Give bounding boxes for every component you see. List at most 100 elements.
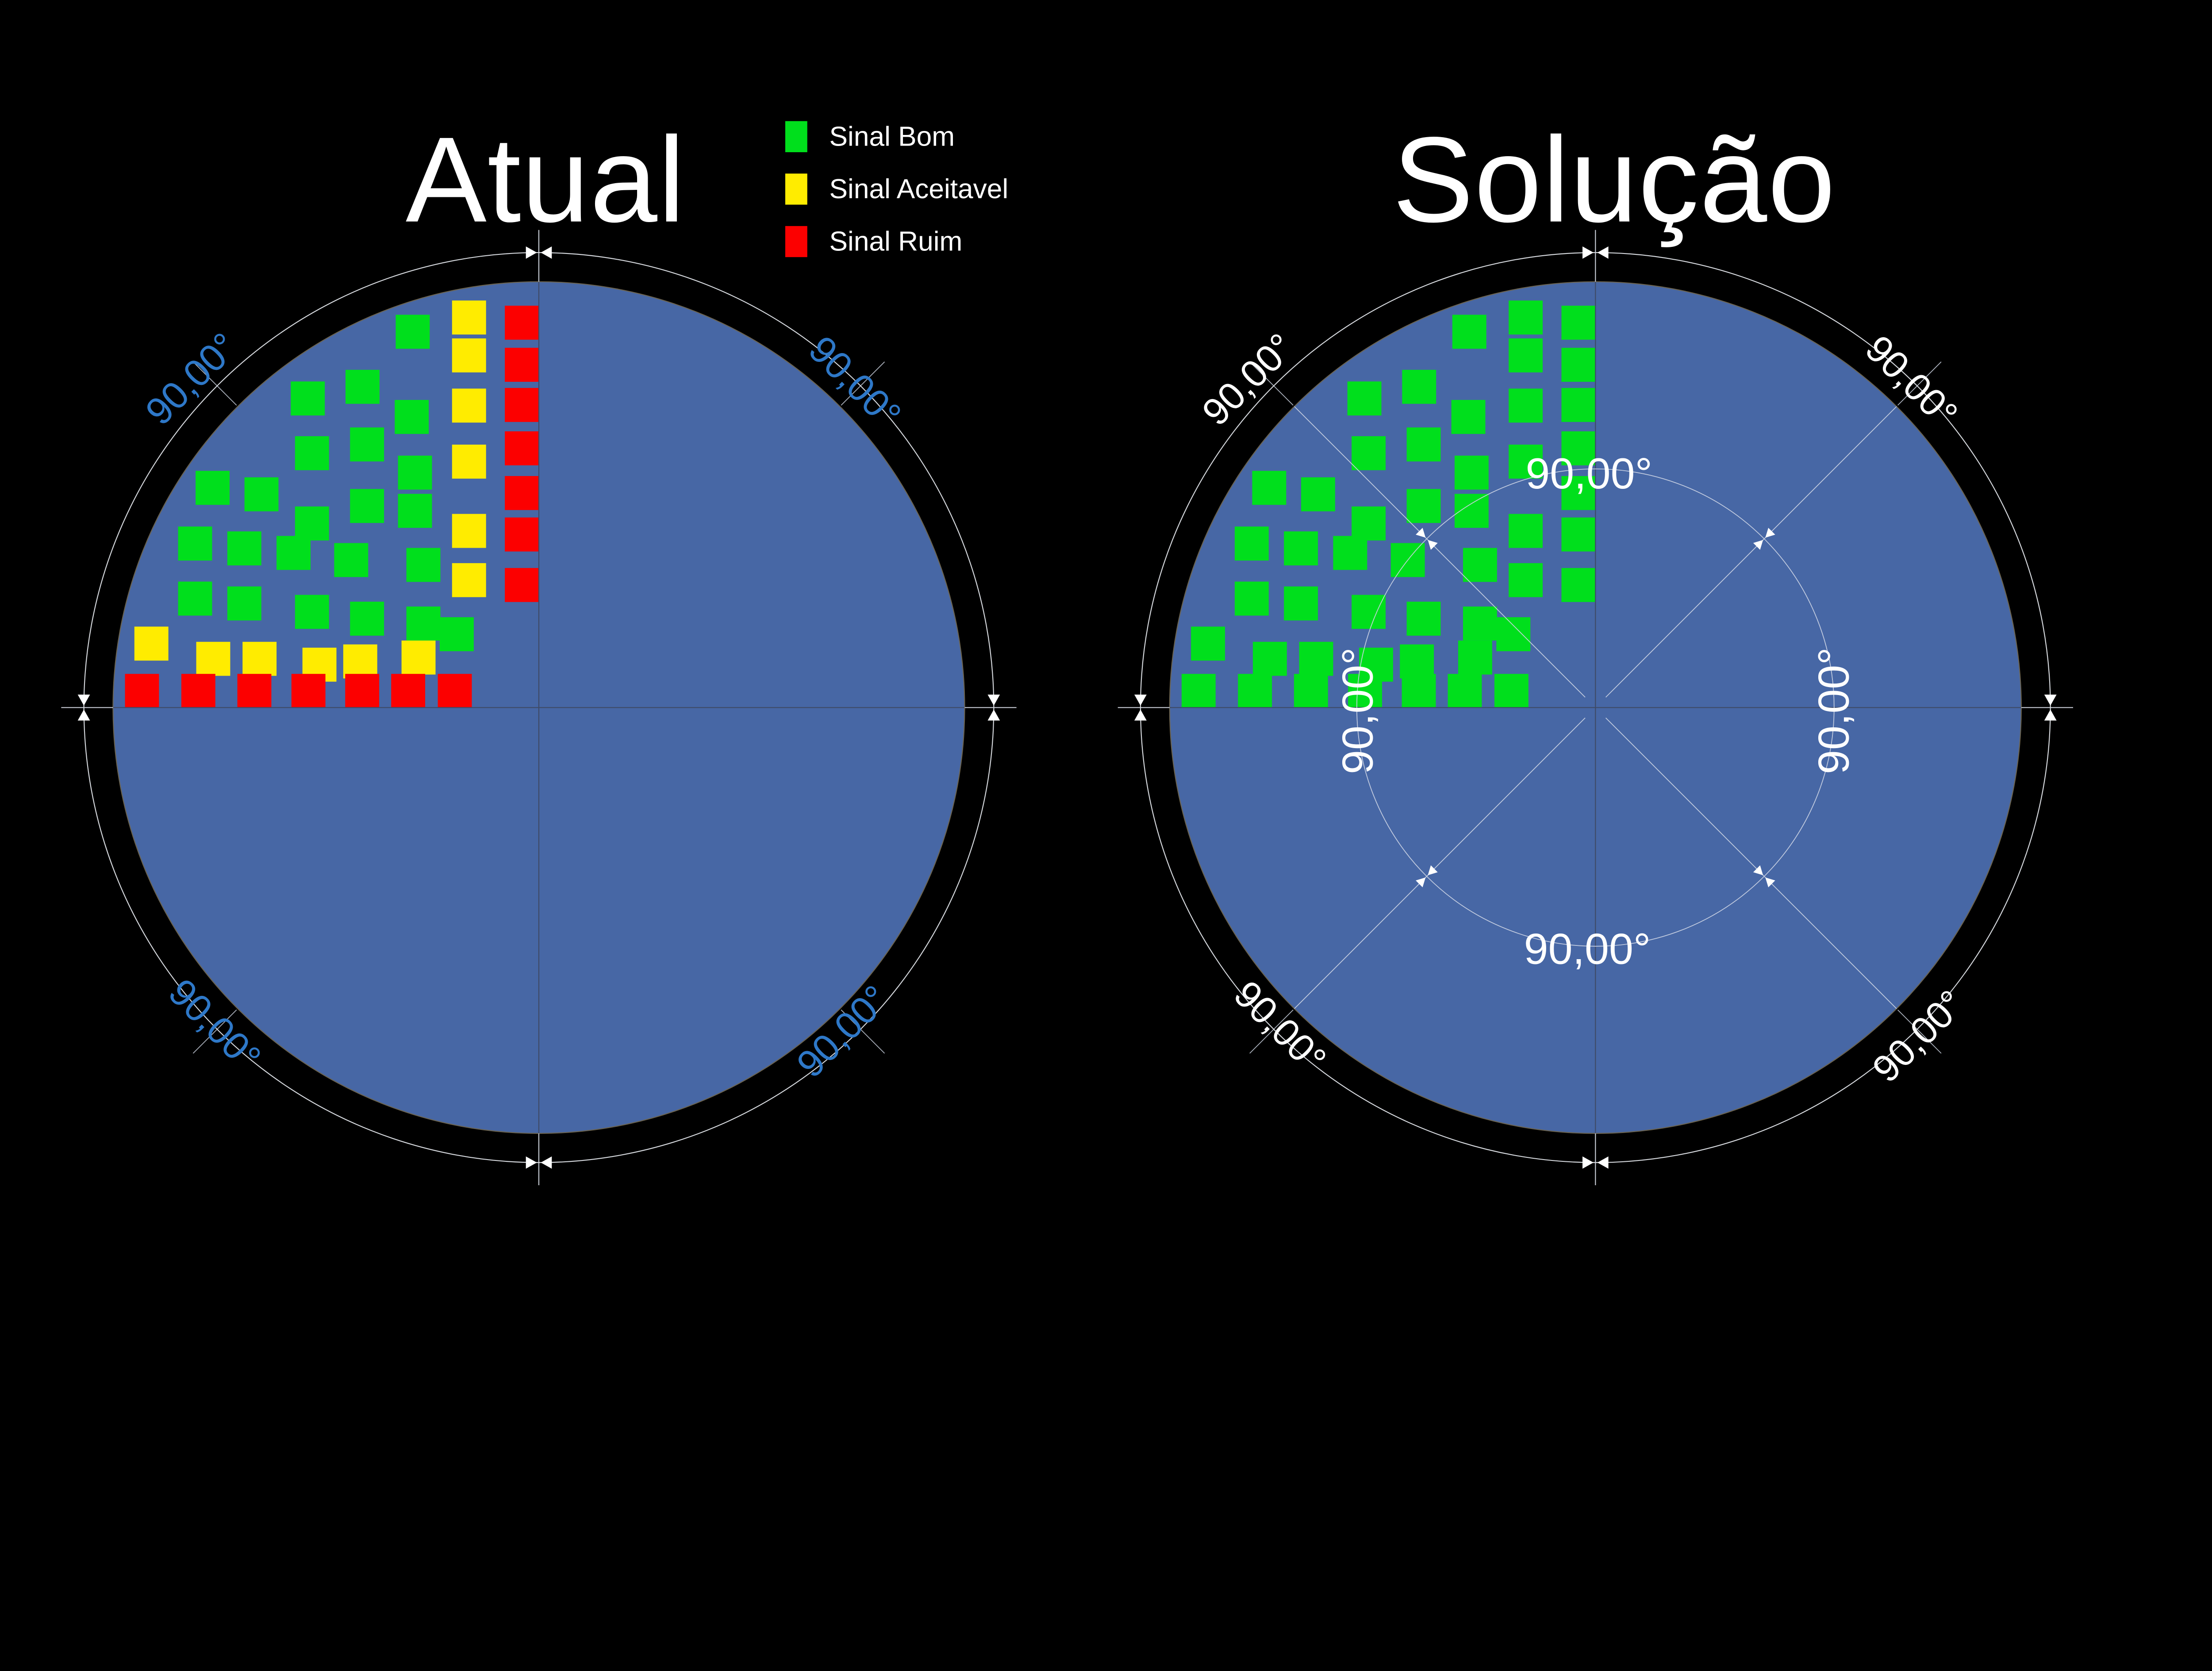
inner-angle-label: 90,00° bbox=[1524, 924, 1651, 973]
signal-square-good bbox=[195, 470, 230, 505]
legend-item-acceptable: Sinal Aceitavel bbox=[785, 173, 1009, 205]
signal-square-bad bbox=[504, 517, 539, 552]
dimension-arrow-tick bbox=[987, 695, 1000, 721]
signal-square-good bbox=[1561, 568, 1595, 602]
signal-square-bad bbox=[345, 673, 379, 708]
signal-square-good bbox=[1494, 673, 1528, 708]
signal-square-bad bbox=[504, 476, 539, 510]
signal-square-good bbox=[394, 400, 429, 434]
signal-square-good bbox=[1237, 673, 1272, 708]
dimension-arrow-tick bbox=[526, 1156, 552, 1169]
chart-title-atual: Atual bbox=[405, 112, 686, 248]
signal-square-acceptable bbox=[452, 563, 486, 597]
inner-angle-label: 90,00° bbox=[1333, 647, 1382, 775]
signal-square-good bbox=[1561, 476, 1595, 510]
legend-label: Sinal Bom bbox=[829, 121, 955, 152]
signal-square-acceptable bbox=[452, 338, 486, 373]
signal-square-bad bbox=[504, 347, 539, 382]
signal-square-good bbox=[1448, 673, 1482, 708]
acceptable-signal-swatch-icon bbox=[785, 173, 807, 205]
signal-square-good bbox=[1508, 338, 1543, 373]
signal-square-good bbox=[345, 369, 380, 404]
signal-square-bad bbox=[504, 568, 539, 602]
signal-square-good bbox=[1463, 606, 1497, 641]
polar-grid bbox=[1118, 230, 2073, 1185]
signal-square-acceptable bbox=[242, 642, 276, 676]
signal-square-good bbox=[1190, 626, 1225, 661]
signal-square-good bbox=[1402, 673, 1436, 708]
signal-square-good bbox=[1508, 514, 1543, 548]
signal-square-good bbox=[1406, 427, 1441, 461]
signal-square-good bbox=[227, 531, 261, 565]
signal-square-good bbox=[295, 436, 329, 470]
signal-square-good bbox=[1181, 673, 1216, 708]
signal-coverage-comparison: Atual Solução Sinal Bom Sinal Aceitavel … bbox=[61, 112, 2073, 1185]
signal-square-good bbox=[1458, 640, 1492, 675]
signal-square-good bbox=[1561, 388, 1595, 422]
legend-item-bad: Sinal Ruim bbox=[785, 226, 962, 257]
bad-signal-swatch-icon bbox=[785, 226, 807, 257]
signal-square-good bbox=[349, 427, 384, 461]
signal-square-bad bbox=[181, 673, 215, 708]
signal-square-good bbox=[1351, 436, 1386, 470]
polar-grid bbox=[61, 230, 1017, 1185]
signal-square-good bbox=[406, 606, 441, 641]
dimension-arrow-tick bbox=[526, 246, 552, 259]
chart-title-solucao: Solução bbox=[1392, 112, 1836, 248]
dimension-arrow-tick bbox=[1134, 695, 1147, 721]
signal-square-acceptable bbox=[452, 514, 486, 548]
signal-square-good bbox=[1348, 673, 1382, 708]
signal-square-acceptable bbox=[343, 644, 377, 679]
signal-square-good bbox=[1252, 470, 1286, 505]
signal-square-good bbox=[1451, 400, 1486, 434]
signal-square-good bbox=[290, 381, 325, 415]
signal-square-good bbox=[1561, 347, 1595, 382]
signal-square-good bbox=[1347, 381, 1382, 415]
signal-square-good bbox=[1508, 300, 1543, 334]
signal-square-bad bbox=[438, 673, 472, 708]
signal-square-good bbox=[1508, 444, 1543, 479]
signal-square-good bbox=[276, 536, 311, 570]
signal-square-good bbox=[295, 506, 329, 541]
dimension-arrow-tick bbox=[77, 695, 90, 721]
signal-square-good bbox=[1402, 369, 1436, 404]
signal-square-good bbox=[1301, 477, 1335, 511]
signal-square-good bbox=[1283, 586, 1318, 621]
signal-square-good bbox=[1351, 595, 1386, 629]
signal-square-good bbox=[295, 595, 329, 629]
signal-square-good bbox=[1406, 488, 1441, 523]
signal-square-good bbox=[1252, 642, 1287, 676]
signal-square-good bbox=[1283, 531, 1318, 565]
signal-square-good bbox=[1561, 431, 1595, 465]
signal-square-good bbox=[178, 581, 212, 616]
signal-square-bad bbox=[391, 673, 425, 708]
legend-label: Sinal Aceitavel bbox=[829, 173, 1009, 204]
signal-square-acceptable bbox=[452, 444, 486, 479]
inner-angle-label: 90,00° bbox=[1525, 449, 1653, 498]
signal-square-good bbox=[1299, 642, 1333, 676]
signal-square-good bbox=[1561, 305, 1595, 340]
signal-square-good bbox=[1399, 644, 1434, 679]
signal-square-good bbox=[334, 543, 368, 577]
signal-square-good bbox=[1508, 563, 1543, 597]
signal-square-good bbox=[1234, 581, 1269, 616]
signal-square-good bbox=[398, 493, 432, 528]
signal-square-bad bbox=[504, 431, 539, 465]
signal-square-bad bbox=[504, 388, 539, 422]
signal-square-acceptable bbox=[401, 640, 436, 675]
signal-square-bad bbox=[291, 673, 326, 708]
signal-square-bad bbox=[237, 673, 272, 708]
signal-square-acceptable bbox=[452, 300, 486, 334]
signal-square-good bbox=[1234, 526, 1269, 561]
signal-square-good bbox=[1463, 548, 1497, 582]
signal-square-bad bbox=[504, 305, 539, 340]
signal-square-good bbox=[1452, 315, 1486, 349]
signal-square-good bbox=[349, 488, 384, 523]
signal-square-good bbox=[1454, 455, 1489, 490]
signal-square-good bbox=[227, 586, 261, 621]
signal-square-good bbox=[439, 617, 474, 651]
signal-square-good bbox=[406, 548, 441, 582]
good-signal-swatch-icon bbox=[785, 121, 807, 153]
dimension-arrow-tick bbox=[2044, 695, 2057, 721]
signal-square-good bbox=[1561, 517, 1595, 552]
